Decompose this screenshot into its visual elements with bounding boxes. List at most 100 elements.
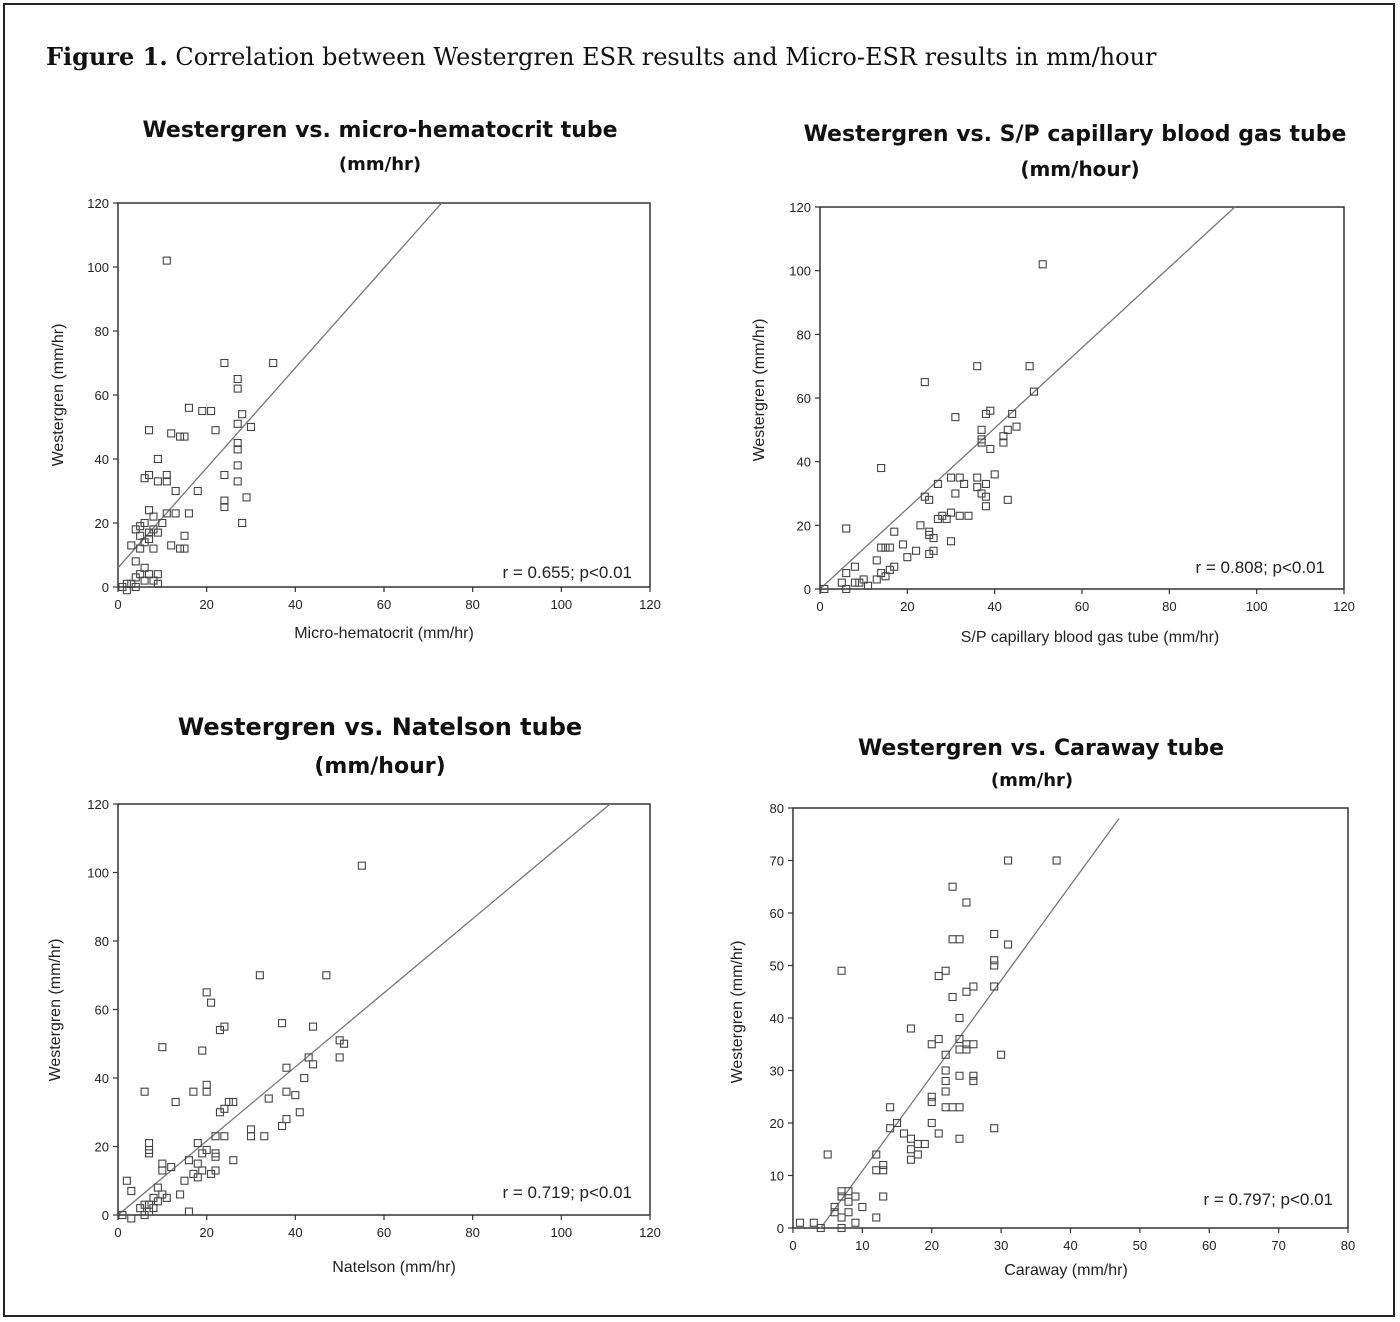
data-point <box>820 584 829 594</box>
data-point <box>207 406 216 416</box>
x-tick-label: 20 <box>199 597 213 612</box>
data-point <box>830 1208 839 1217</box>
data-point <box>969 1040 978 1049</box>
data-point <box>942 514 951 524</box>
correlation-annotation: r = 0.719; p<0.01 <box>503 1183 633 1202</box>
data-point <box>850 578 859 587</box>
data-point <box>1029 387 1039 396</box>
data-point <box>153 1183 162 1192</box>
data-point <box>941 1076 950 1086</box>
data-point <box>246 1125 256 1134</box>
x-tick-label: 0 <box>816 599 823 614</box>
data-point <box>941 1103 950 1112</box>
data-point <box>903 553 912 562</box>
x-tick-label: 60 <box>1202 1238 1216 1253</box>
data-point <box>304 1053 313 1062</box>
x-tick-label: 100 <box>1246 599 1268 614</box>
data-point <box>149 544 158 553</box>
data-point <box>193 1159 202 1168</box>
data-point <box>986 444 995 453</box>
y-tick-label: 20 <box>797 518 811 533</box>
y-tick-label: 100 <box>789 264 811 279</box>
x-tick-label: 60 <box>377 1225 391 1240</box>
data-point <box>184 1156 193 1165</box>
data-point <box>906 1024 915 1033</box>
data-point <box>912 546 921 555</box>
data-point <box>844 1197 853 1206</box>
data-point <box>955 1103 964 1112</box>
data-point <box>233 419 242 428</box>
data-point <box>140 1210 149 1220</box>
data-point <box>941 1087 950 1096</box>
data-point <box>295 1108 304 1117</box>
y-axis-label: Westergren (mm/hr) <box>50 324 67 467</box>
data-point <box>211 1152 220 1161</box>
data-point <box>872 1166 881 1175</box>
chart-micro-hematocrit: Westergren vs. micro-hematocrit tube (mm/… <box>50 118 661 642</box>
data-point <box>913 1150 922 1159</box>
data-point <box>973 362 982 371</box>
data-point <box>955 1134 964 1143</box>
data-point <box>946 537 956 546</box>
data-point <box>906 1145 915 1154</box>
data-point <box>881 543 890 552</box>
data-point <box>282 1087 291 1096</box>
x-tick-label: 0 <box>114 1225 121 1240</box>
figure-label: Figure 1. <box>46 42 168 71</box>
data-point <box>837 1213 846 1222</box>
data-point <box>1003 425 1012 434</box>
data-point <box>1038 260 1047 269</box>
data-point <box>233 438 242 448</box>
data-point <box>309 1022 318 1031</box>
data-point <box>153 454 162 464</box>
data-point <box>144 528 154 537</box>
data-point <box>948 882 957 891</box>
data-point <box>816 1223 825 1233</box>
chart-sp-capillary: Westergren vs. S/P capillary blood gas t… <box>751 122 1355 646</box>
x-tick-label: 0 <box>114 597 121 612</box>
correlation-annotation: r = 0.808; p<0.01 <box>1196 558 1326 577</box>
data-point <box>246 1132 256 1141</box>
data-point <box>795 1218 804 1227</box>
data-point <box>1004 856 1013 865</box>
data-point <box>131 557 140 566</box>
data-point <box>933 479 942 489</box>
data-point <box>198 1149 207 1158</box>
data-point <box>955 473 964 482</box>
data-point <box>955 935 964 944</box>
data-point <box>881 572 890 581</box>
data-point <box>837 1187 846 1196</box>
data-point <box>934 971 943 981</box>
data-point <box>844 1187 853 1196</box>
data-point <box>171 486 180 496</box>
data-point <box>913 1139 922 1149</box>
data-point <box>981 479 990 489</box>
data-point <box>999 438 1008 447</box>
y-tick-label: 80 <box>95 324 109 339</box>
data-point <box>255 971 264 980</box>
data-point <box>977 425 986 434</box>
plot-area <box>792 807 1349 1229</box>
x-tick-label: 50 <box>1133 1238 1147 1253</box>
data-point <box>180 544 189 553</box>
data-point <box>885 543 894 552</box>
data-point <box>202 1080 211 1089</box>
data-point <box>899 1129 909 1138</box>
y-tick-label: 0 <box>102 1208 109 1223</box>
data-point <box>933 514 942 524</box>
x-tick-label: 40 <box>288 1225 302 1240</box>
data-point <box>863 581 873 590</box>
data-point <box>153 1197 162 1206</box>
data-point <box>198 1166 207 1175</box>
y-tick-label: 120 <box>87 797 109 812</box>
data-point <box>990 1124 999 1133</box>
regression-line <box>117 803 611 1216</box>
x-tick-label: 80 <box>465 1225 479 1240</box>
data-point <box>220 1132 229 1141</box>
data-point <box>357 861 366 870</box>
regression-line <box>819 206 1236 590</box>
data-point <box>153 477 162 486</box>
data-point <box>850 562 859 571</box>
data-point <box>193 1139 202 1148</box>
y-tick-label: 40 <box>95 452 109 467</box>
